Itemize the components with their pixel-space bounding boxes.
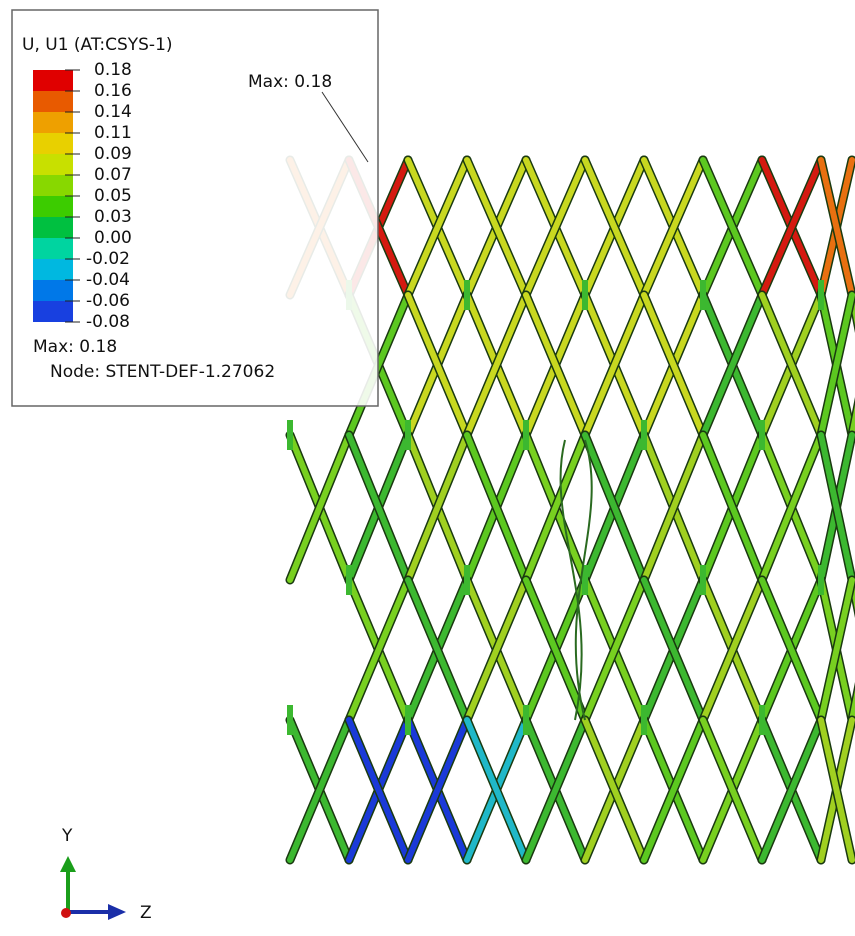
legend-swatch bbox=[33, 154, 73, 175]
legend-swatch bbox=[33, 301, 73, 322]
legend-label: 0.07 bbox=[94, 165, 132, 185]
legend-swatch bbox=[33, 91, 73, 112]
legend-label: -0.06 bbox=[86, 291, 130, 311]
legend-label: -0.04 bbox=[86, 270, 130, 290]
legend-swatch bbox=[33, 259, 73, 280]
legend-label: 0.11 bbox=[94, 123, 132, 143]
legend-label: 0.16 bbox=[94, 81, 132, 101]
max-annotation: Max: 0.18 bbox=[248, 72, 332, 92]
y-arrowhead bbox=[60, 856, 76, 872]
legend-label: 0.05 bbox=[94, 186, 132, 206]
legend-node: Node: STENT-DEF-1.27062 bbox=[50, 362, 275, 382]
legend-label: 0.00 bbox=[94, 228, 132, 248]
legend-swatch bbox=[33, 238, 73, 259]
x-axis-dot bbox=[61, 908, 71, 918]
legend-label: -0.08 bbox=[86, 312, 130, 332]
legend-swatch bbox=[33, 133, 73, 154]
legend-label: 0.14 bbox=[94, 102, 132, 122]
legend-swatch bbox=[33, 196, 73, 217]
legend-swatch bbox=[33, 175, 73, 196]
z-axis-label: Z bbox=[140, 903, 152, 923]
legend-swatch bbox=[33, 70, 73, 91]
legend-label: -0.02 bbox=[86, 249, 130, 269]
viewport: U, U1 (AT:CSYS-1) 0.180.160.140.110.090.… bbox=[0, 0, 855, 932]
legend-label: 0.09 bbox=[94, 144, 132, 164]
legend-label: 0.18 bbox=[94, 60, 132, 80]
legend-swatch bbox=[33, 280, 73, 301]
legend-label: 0.03 bbox=[94, 207, 132, 227]
legend-swatch bbox=[33, 112, 73, 133]
legend-swatch bbox=[33, 217, 73, 238]
legend-title: U, U1 (AT:CSYS-1) bbox=[22, 35, 173, 55]
legend-max: Max: 0.18 bbox=[33, 337, 117, 357]
y-axis-label: Y bbox=[61, 826, 73, 846]
z-arrowhead bbox=[108, 904, 126, 920]
